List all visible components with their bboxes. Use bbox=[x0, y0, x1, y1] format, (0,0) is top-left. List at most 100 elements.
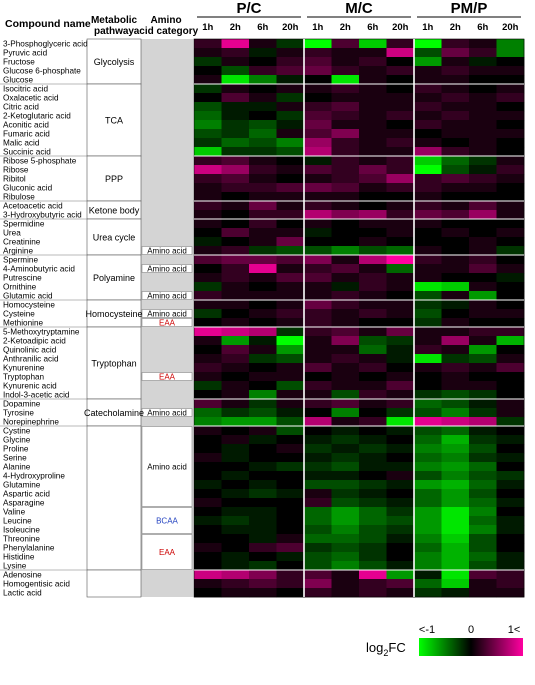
heatmap-cell bbox=[359, 129, 387, 139]
heatmap-cell bbox=[359, 192, 387, 202]
heatmap-cell bbox=[469, 363, 497, 373]
compound-name: Proline bbox=[3, 445, 29, 454]
heatmap-cell bbox=[414, 291, 442, 301]
heatmap-cell bbox=[331, 471, 360, 481]
heatmap-cell bbox=[304, 219, 332, 229]
heatmap-cell bbox=[469, 93, 497, 103]
heatmap-cell bbox=[386, 219, 415, 229]
heatmap-cell bbox=[331, 327, 360, 337]
heatmap-cell bbox=[249, 273, 277, 283]
heatmap-cell bbox=[249, 399, 277, 409]
heatmap-cell bbox=[194, 201, 222, 211]
heatmap-cell bbox=[194, 66, 222, 76]
compound-name: Succinic acid bbox=[3, 148, 51, 157]
heatmap-cell bbox=[249, 165, 277, 175]
compound-name: Spermine bbox=[3, 256, 38, 265]
heatmap-cell bbox=[249, 390, 277, 400]
heatmap-cell bbox=[414, 372, 442, 382]
compound-name: Cystine bbox=[3, 427, 31, 436]
heatmap-cell bbox=[386, 453, 415, 463]
heatmap-cell bbox=[276, 318, 305, 328]
heatmap-cell bbox=[304, 48, 332, 58]
heatmap-cell bbox=[331, 291, 360, 301]
heatmap-cell bbox=[249, 552, 277, 562]
heatmap-cell bbox=[386, 462, 415, 472]
heatmap-cell bbox=[249, 435, 277, 445]
compound-name: Lysine bbox=[3, 562, 27, 571]
heatmap-cell bbox=[359, 543, 387, 553]
heatmap-cell bbox=[496, 300, 525, 310]
heatmap-cell bbox=[441, 318, 470, 328]
heatmap-cell bbox=[359, 111, 387, 121]
heatmap-cell bbox=[304, 102, 332, 112]
heatmap-cell bbox=[194, 237, 222, 247]
heatmap-cell bbox=[194, 543, 222, 553]
heatmap-cell bbox=[221, 102, 250, 112]
heatmap-cell bbox=[221, 183, 250, 193]
category-box bbox=[141, 372, 193, 381]
heatmap-cell bbox=[249, 282, 277, 292]
heatmap-cell bbox=[331, 354, 360, 364]
heatmap-cell bbox=[331, 435, 360, 445]
heatmap-cell bbox=[441, 444, 470, 454]
heatmap-cell bbox=[441, 390, 470, 400]
heatmap-cell bbox=[249, 255, 277, 265]
heatmap-cell bbox=[469, 66, 497, 76]
heatmap-cell bbox=[304, 552, 332, 562]
compound-name: Fumaric acid bbox=[3, 130, 50, 139]
heatmap-cell bbox=[304, 588, 332, 598]
heatmap-cell bbox=[304, 174, 332, 184]
compound-name: Fructose bbox=[3, 58, 35, 67]
heatmap-cell bbox=[331, 444, 360, 454]
heatmap-cell bbox=[304, 273, 332, 283]
heatmap-cell bbox=[304, 165, 332, 175]
heatmap-cell bbox=[304, 183, 332, 193]
heatmap-cell bbox=[359, 579, 387, 589]
heatmap-cell bbox=[414, 462, 442, 472]
category-label: Amino acid bbox=[147, 310, 187, 319]
heatmap-cell bbox=[386, 39, 415, 49]
heatmap-cell bbox=[221, 552, 250, 562]
compound-name: Alanine bbox=[3, 463, 31, 472]
heatmap-cell bbox=[441, 381, 470, 391]
heatmap-cell bbox=[359, 237, 387, 247]
heatmap-cell bbox=[304, 156, 332, 166]
heatmap-cell bbox=[414, 156, 442, 166]
heatmap-cell bbox=[221, 147, 250, 157]
heatmap-cell bbox=[359, 498, 387, 508]
heatmap-cell bbox=[276, 75, 305, 85]
heatmap-cell bbox=[496, 111, 525, 121]
heatmap-cell bbox=[194, 84, 222, 94]
heatmap-cell bbox=[221, 336, 250, 346]
heatmap-cell bbox=[194, 489, 222, 499]
heatmap-cell bbox=[414, 192, 442, 202]
heatmap-cell bbox=[441, 273, 470, 283]
heatmap-cell bbox=[441, 453, 470, 463]
category-label: EAA bbox=[159, 373, 176, 382]
heatmap-cell bbox=[441, 417, 470, 427]
compound-name: Indol-3-acetic acid bbox=[3, 391, 70, 400]
heatmap-cell bbox=[414, 399, 442, 409]
heatmap-cell bbox=[304, 327, 332, 337]
pathway-box bbox=[86, 83, 142, 157]
heatmap-cell bbox=[359, 453, 387, 463]
heatmap-cell bbox=[496, 264, 525, 274]
heatmap-cell bbox=[359, 246, 387, 256]
heatmap-cell bbox=[194, 462, 222, 472]
heatmap-cell bbox=[331, 300, 360, 310]
category-label: EAA bbox=[159, 319, 176, 328]
heatmap-cell bbox=[194, 363, 222, 373]
heatmap-cell bbox=[249, 210, 277, 220]
heatmap-cell bbox=[276, 237, 305, 247]
heatmap-cell bbox=[304, 498, 332, 508]
heatmap-cell bbox=[469, 282, 497, 292]
heatmap-cell bbox=[221, 525, 250, 535]
heatmap-cell bbox=[469, 516, 497, 526]
heatmap-cell bbox=[469, 255, 497, 265]
heatmap-cell bbox=[469, 354, 497, 364]
heatmap-cell bbox=[496, 354, 525, 364]
heatmap-cell bbox=[221, 255, 250, 265]
timepoint-label: 6h bbox=[257, 22, 268, 33]
heatmap-cell bbox=[496, 480, 525, 490]
